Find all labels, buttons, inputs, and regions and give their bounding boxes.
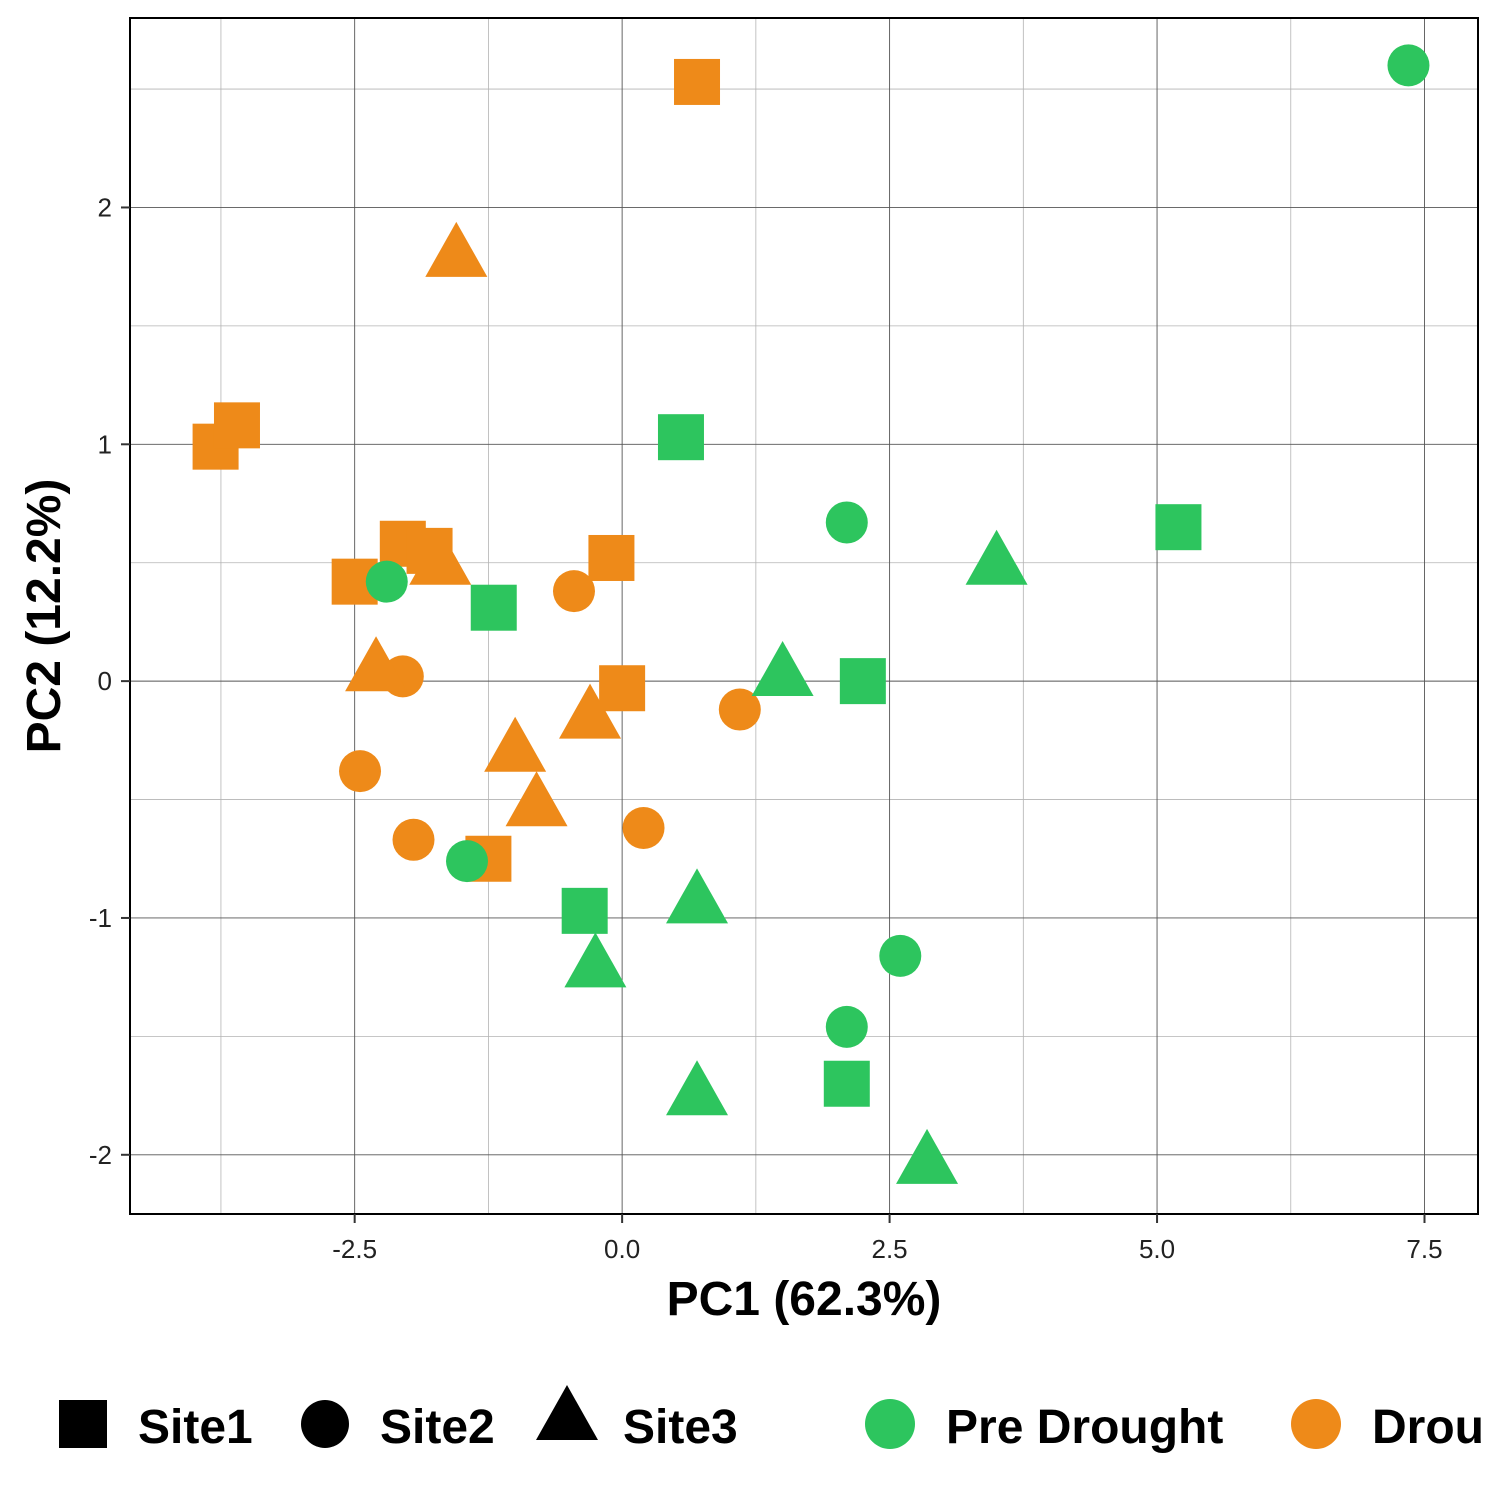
x-tick-label: 2.5 — [872, 1234, 908, 1264]
legend-label-site2: Site2 — [380, 1401, 495, 1454]
point-triangle-pre-drought — [666, 868, 729, 924]
point-square-pre-drought — [823, 1060, 870, 1107]
point-triangle-pre-drought — [666, 1060, 729, 1116]
point-circle-drought — [718, 688, 761, 731]
point-circle-drought — [339, 750, 382, 793]
legend-triangle-key — [536, 1385, 598, 1440]
point-circle-pre-drought — [825, 1005, 868, 1048]
point-triangle-drought — [505, 771, 568, 827]
point-circle-pre-drought — [825, 501, 868, 544]
point-triangle-drought — [559, 683, 622, 739]
point-circle-drought — [392, 818, 435, 861]
x-axis-ticks: -2.5 0.0 2.5 5.0 7.5 — [332, 1214, 1443, 1264]
point-triangle-pre-drought — [896, 1128, 959, 1184]
point-circle-pre-drought — [1387, 44, 1430, 87]
y-axis-ticks: -2 -1 0 1 2 — [89, 192, 130, 1170]
point-circle-drought — [552, 570, 595, 613]
point-square-pre-drought — [561, 887, 608, 934]
point-square-drought — [588, 534, 635, 581]
y-tick-label: -1 — [89, 903, 112, 933]
point-triangle-pre-drought — [564, 932, 627, 988]
legend-label-pre-drought: Pre Drought — [946, 1401, 1223, 1454]
point-circle-drought — [622, 806, 665, 849]
point-square-pre-drought — [1155, 504, 1202, 551]
legend-drought-key — [1291, 1399, 1341, 1449]
point-triangle-pre-drought — [965, 529, 1028, 585]
x-axis-title: PC1 (62.3%) — [667, 1273, 942, 1326]
point-circle-pre-drought — [446, 840, 488, 883]
legend-label-site1: Site1 — [138, 1401, 253, 1454]
legend-label-site3: Site3 — [623, 1401, 738, 1454]
legend: Site1 Site2 Site3 Pre Drought Drou — [59, 1385, 1484, 1454]
point-square-drought — [213, 402, 260, 449]
point-triangle-drought — [345, 636, 408, 692]
point-square-pre-drought — [470, 584, 517, 631]
point-circle-pre-drought — [365, 560, 408, 603]
grid-major-lines — [130, 18, 1478, 1214]
point-triangle-drought — [484, 716, 547, 772]
x-tick-label: 7.5 — [1406, 1234, 1442, 1264]
y-axis-title: PC2 (12.2%) — [18, 479, 71, 754]
legend-circle-key — [301, 1400, 349, 1448]
plot-panel-border — [129, 17, 1479, 1215]
y-tick-label: -2 — [89, 1140, 112, 1170]
y-tick-label: 2 — [98, 192, 112, 222]
point-circle-pre-drought — [879, 934, 922, 977]
grid-minor-lines — [130, 18, 1478, 1214]
x-tick-label: 5.0 — [1139, 1234, 1175, 1264]
point-triangle-drought — [425, 221, 488, 277]
y-tick-label: 0 — [98, 666, 112, 696]
data-points — [192, 44, 1430, 1184]
legend-square-key — [59, 1400, 107, 1448]
point-triangle-pre-drought — [751, 641, 814, 697]
legend-label-drought: Drou — [1372, 1401, 1484, 1454]
point-square-drought — [599, 665, 646, 712]
point-triangle-drought — [409, 529, 472, 585]
y-tick-label: 1 — [98, 429, 112, 459]
point-square-pre-drought — [657, 414, 704, 461]
x-tick-label: 0.0 — [604, 1234, 640, 1264]
x-tick-label: -2.5 — [332, 1234, 377, 1264]
legend-pre-drought-key — [865, 1399, 915, 1449]
point-square-drought — [674, 58, 721, 105]
point-square-pre-drought — [839, 658, 886, 705]
